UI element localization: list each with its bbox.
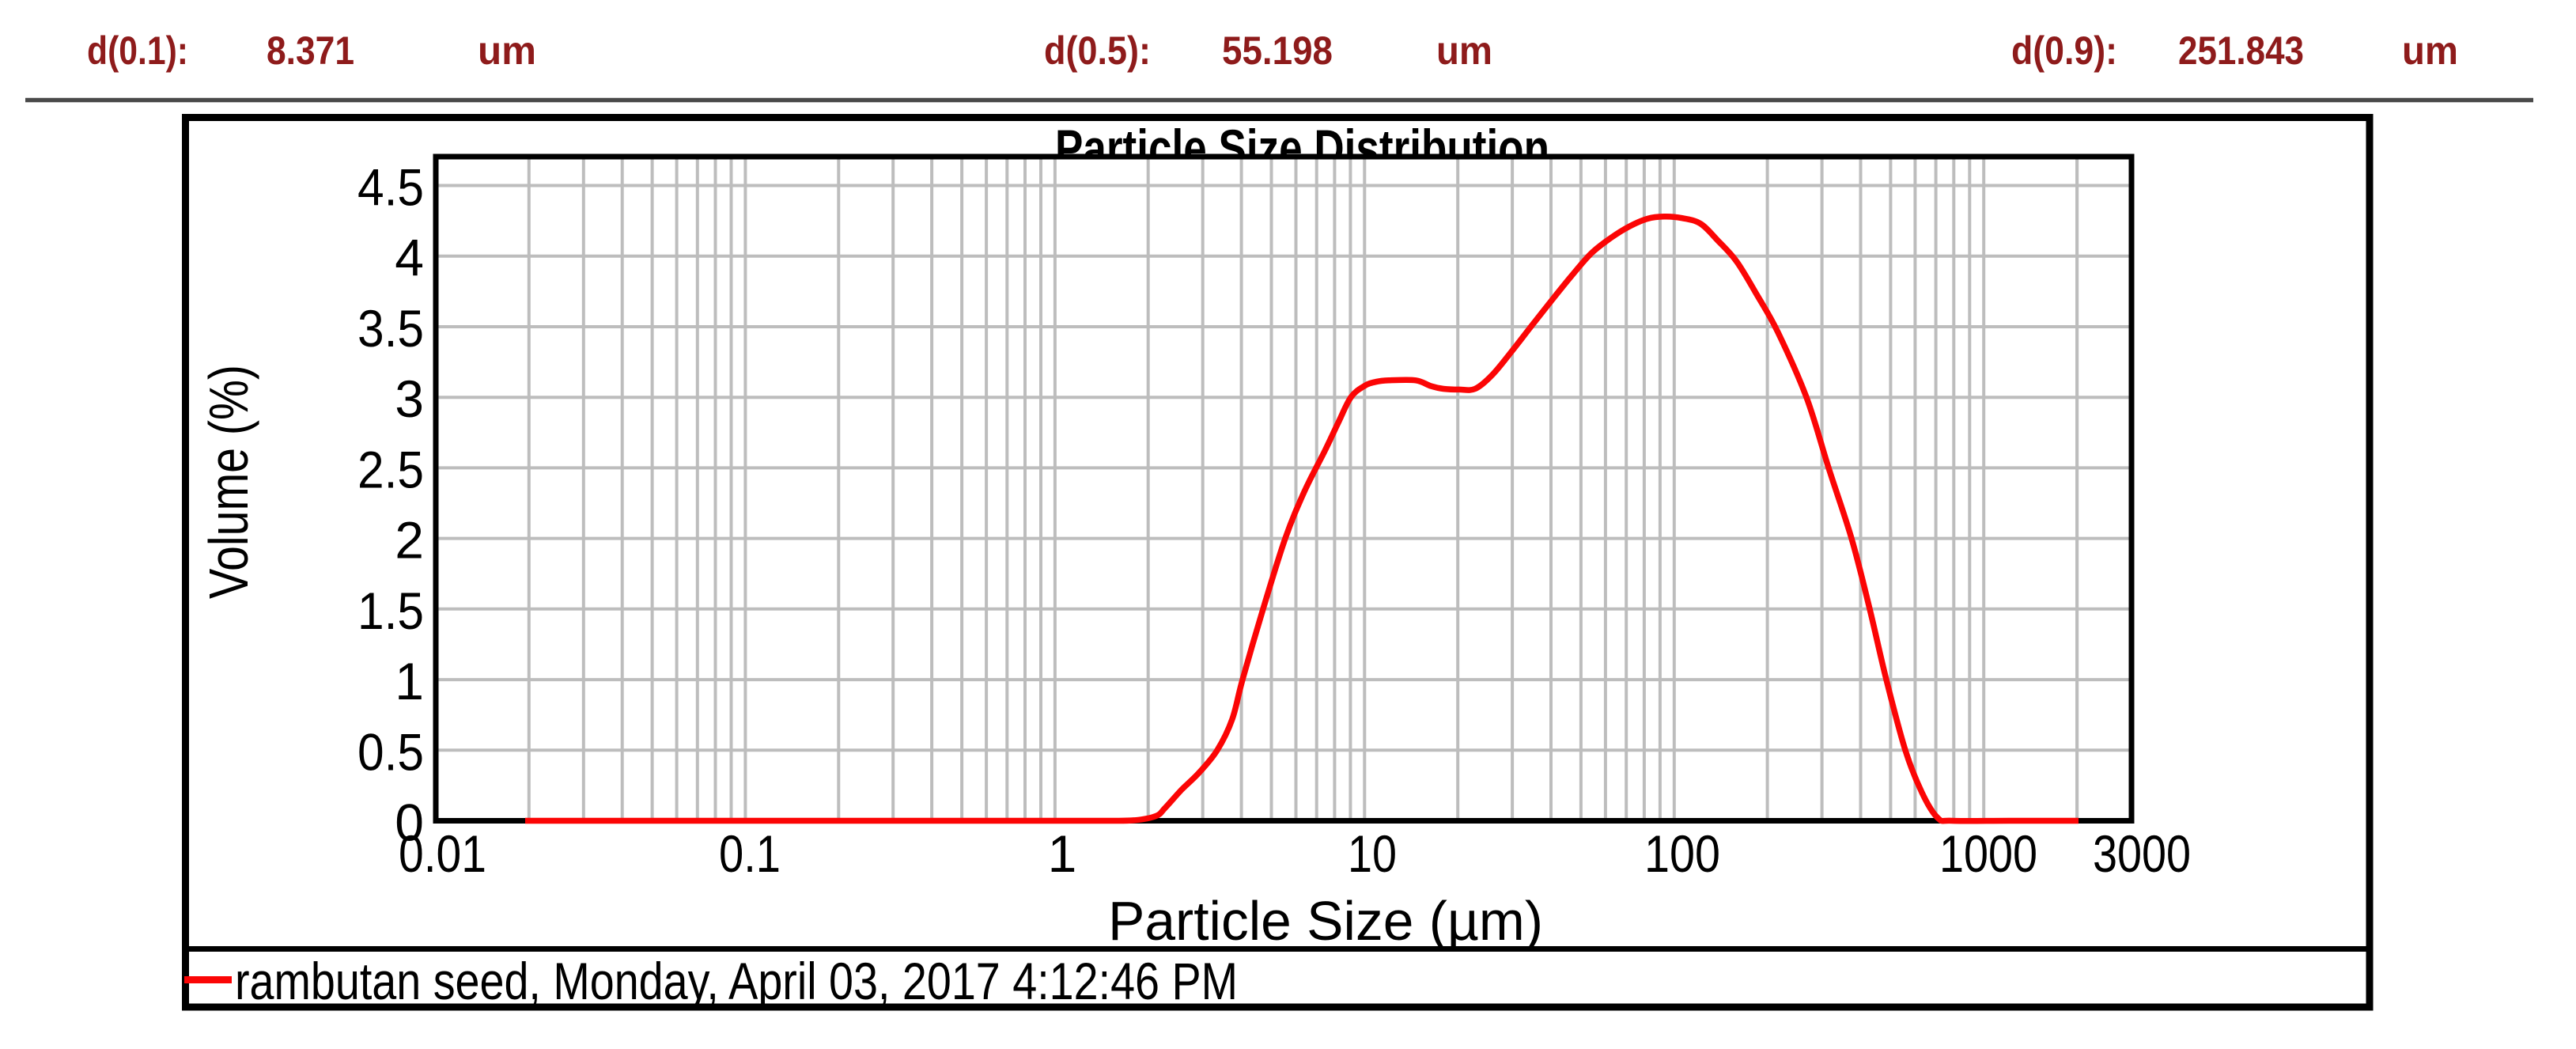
svg-text:d(0.1):: d(0.1):: [87, 28, 188, 73]
svg-text:d(0.5):: d(0.5):: [1044, 28, 1151, 73]
svg-text:1000: 1000: [1939, 824, 2037, 883]
svg-text:0: 0: [395, 793, 424, 852]
svg-text:1: 1: [395, 652, 424, 710]
svg-text:rambutan seed, Monday, April 0: rambutan seed, Monday, April 03, 2017 4:…: [235, 952, 1238, 1010]
svg-text:3000: 3000: [2093, 824, 2191, 883]
svg-text:2: 2: [395, 511, 424, 570]
svg-text:0.1: 0.1: [719, 824, 781, 883]
svg-text:Volume (%): Volume (%): [198, 365, 259, 599]
svg-text:4.5: 4.5: [357, 158, 424, 217]
svg-text:um: um: [478, 28, 536, 73]
svg-text:55.198: 55.198: [1222, 28, 1333, 73]
svg-text:0.5: 0.5: [357, 722, 424, 781]
svg-text:4: 4: [395, 229, 424, 287]
svg-text:10: 10: [1348, 824, 1397, 883]
svg-text:8.371: 8.371: [267, 28, 354, 73]
svg-text:Particle Size (µm): Particle Size (µm): [1108, 890, 1543, 952]
svg-text:100: 100: [1644, 824, 1720, 883]
svg-text:1.5: 1.5: [357, 581, 424, 640]
svg-text:3: 3: [395, 369, 424, 428]
svg-text:1: 1: [1048, 824, 1077, 883]
svg-text:um: um: [2402, 28, 2458, 73]
svg-text:3.5: 3.5: [357, 299, 424, 358]
svg-text:0.01: 0.01: [399, 824, 486, 883]
svg-text:d(0.9):: d(0.9):: [2011, 28, 2117, 73]
svg-text:2.5: 2.5: [357, 440, 424, 498]
svg-text:um: um: [1436, 28, 1492, 73]
svg-text:251.843: 251.843: [2178, 28, 2304, 73]
